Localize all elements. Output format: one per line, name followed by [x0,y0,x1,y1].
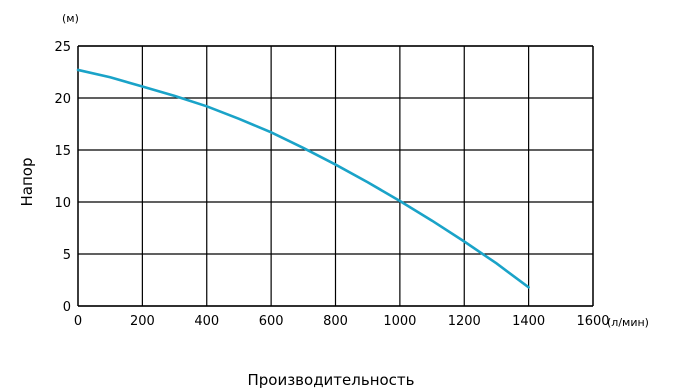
x-tick-label: 1400 [512,314,545,329]
x-tick-label: 200 [130,314,155,329]
x-axis-label: Производительность [247,371,414,389]
x-tick-label: 400 [194,314,219,329]
x-tick-label: 1000 [383,314,416,329]
x-tick-label: 800 [323,314,348,329]
y-axis-label: Напор [18,158,36,207]
x-tick-labels: 0 200 400 600 800 1000 1200 1400 1600 [74,314,610,329]
y-tick-label: 5 [63,248,71,263]
grid [77,45,594,307]
y-tick-label: 20 [54,92,71,107]
series-line [76,68,530,289]
y-tick-label: 0 [63,300,71,315]
y-tick-labels: 0 5 10 15 20 25 [54,40,71,315]
x-tick-label: 1200 [448,314,481,329]
x-tick-label: 1600 [576,314,609,329]
y-tick-label: 10 [54,196,71,211]
y-unit-label: (м) [62,12,79,25]
plot-frame [77,45,594,307]
y-tick-label: 25 [54,40,71,55]
x-tick-label: 600 [259,314,284,329]
x-unit-label: (л/мин) [607,316,649,329]
x-tick-label: 0 [74,314,82,329]
y-tick-label: 15 [54,144,71,159]
